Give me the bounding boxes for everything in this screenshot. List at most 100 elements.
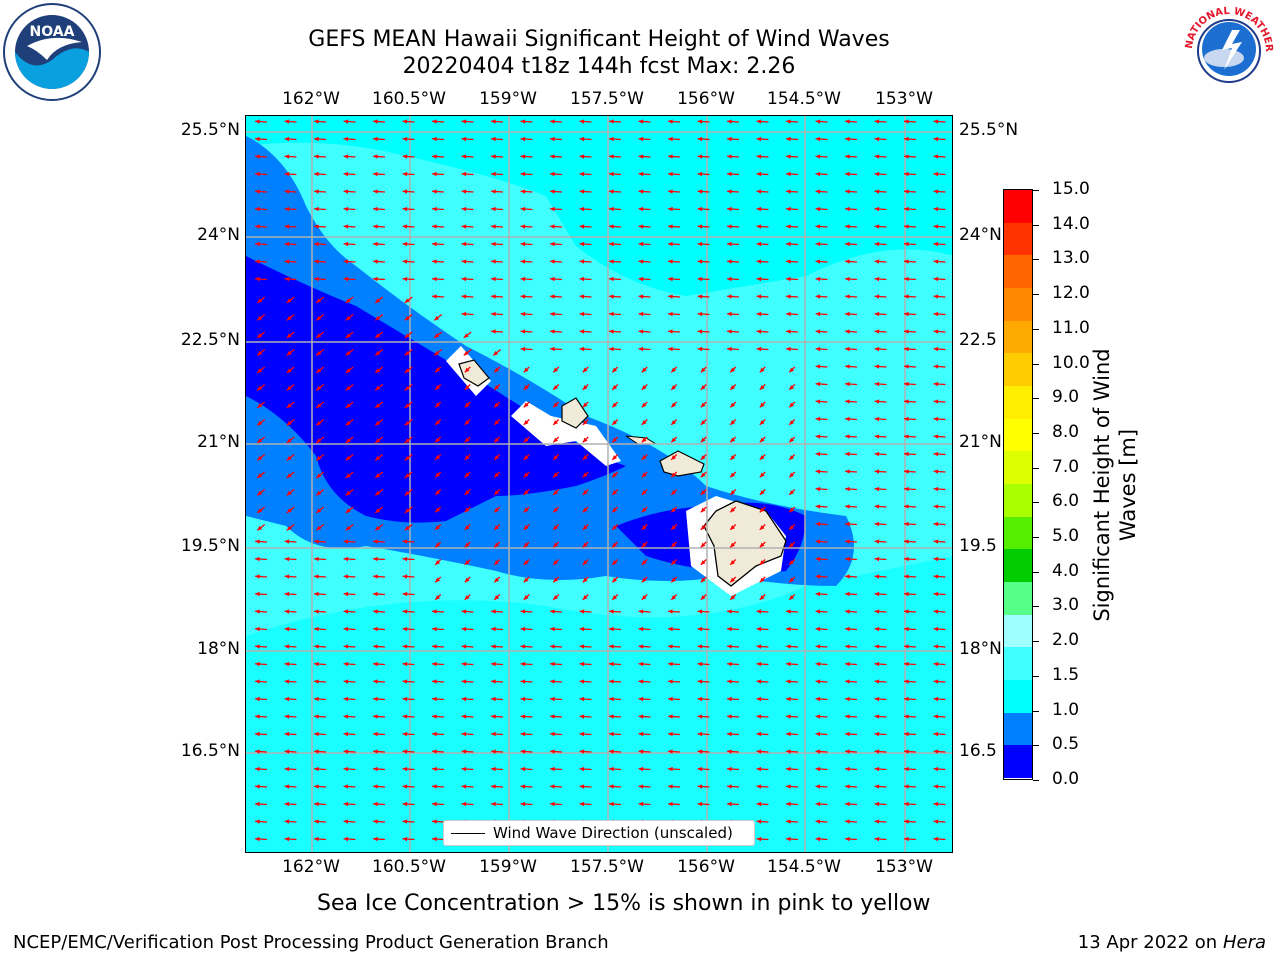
arrow-head	[461, 189, 467, 194]
arrow-head	[523, 402, 529, 408]
arrow-head	[874, 661, 880, 667]
arrow-head	[550, 241, 555, 247]
arrow-head	[491, 241, 496, 247]
arrow-head	[727, 346, 732, 352]
arrow-head	[582, 560, 588, 565]
colorbar-tick-label: 13.0	[1052, 248, 1090, 269]
colorbar-segment	[1004, 516, 1032, 550]
arrow-head	[638, 154, 644, 159]
arrow-head	[609, 696, 614, 702]
arrow-head	[550, 329, 555, 334]
arrow-head	[314, 224, 319, 229]
arrow-head	[464, 472, 470, 478]
arrow-head	[461, 766, 467, 772]
arrow-head	[520, 224, 526, 229]
arrow-head	[815, 836, 821, 842]
arrow-head	[435, 367, 441, 373]
arrow-head	[464, 577, 470, 583]
arrow-head	[815, 346, 821, 352]
arrow-head	[609, 766, 614, 772]
arrow-head	[373, 119, 378, 124]
arrow-head	[697, 119, 703, 124]
arrow-head	[638, 644, 644, 649]
arrow-head	[373, 189, 378, 194]
arrow-head	[550, 609, 555, 614]
arrow-head	[904, 591, 909, 597]
arrow-head	[461, 679, 467, 684]
arrow-head	[520, 346, 526, 352]
arrow-head	[461, 696, 467, 702]
arrow-head	[933, 766, 939, 772]
arrow-head	[933, 434, 939, 439]
lat-tick-right: 21°N	[959, 432, 1002, 452]
arrow-head	[316, 385, 322, 391]
arrow-head	[494, 577, 500, 583]
arrow-head	[255, 644, 260, 649]
arrow-head	[904, 206, 909, 212]
colorbar-segment	[1004, 451, 1032, 485]
arrow-head	[373, 241, 378, 247]
colorbar	[1003, 189, 1033, 780]
arrow-head	[756, 836, 762, 842]
arrow-head	[432, 731, 437, 737]
arrow-head	[845, 714, 850, 719]
arrow-head	[316, 315, 322, 321]
arrow-head	[343, 224, 349, 229]
arrow-head	[730, 525, 736, 530]
arrow-head	[314, 241, 319, 247]
arrow-head	[789, 367, 795, 373]
arrow-head	[553, 595, 559, 600]
arrow-head	[609, 626, 614, 632]
arrow-head	[373, 574, 378, 579]
arrow-head	[553, 490, 559, 495]
arrow-head	[520, 119, 526, 124]
arrow-head	[668, 784, 673, 789]
arrow-head	[345, 420, 351, 426]
arrow-head	[550, 731, 555, 737]
arrow-head	[464, 542, 470, 548]
arrow-head	[904, 276, 909, 282]
arrow-head	[257, 473, 263, 478]
arrow-head	[697, 679, 703, 684]
arrow-head	[933, 469, 939, 474]
nws-logo: NATIONAL WEATHER SERVICE	[1176, 0, 1278, 100]
arrow-head	[523, 385, 529, 390]
map-panel[interactable]: Wind Wave Direction (unscaled)	[245, 115, 953, 853]
lat-tick-right: 24°N	[959, 225, 1002, 245]
arrow-head	[582, 455, 588, 460]
lat-tick-left: 18°N	[197, 639, 240, 659]
arrow-head	[579, 644, 585, 649]
colorbar-tick-mark	[1033, 467, 1039, 469]
arrow-head	[904, 609, 909, 614]
arrow-head	[404, 473, 410, 478]
arrow-head	[874, 381, 880, 387]
lon-tick-top: 162°W	[282, 89, 340, 109]
arrow-head	[257, 455, 263, 461]
arrow-head	[373, 784, 378, 789]
arrow-head	[343, 136, 349, 142]
arrow-head	[874, 819, 880, 824]
arrow-head	[786, 696, 791, 702]
arrow-head	[582, 525, 588, 530]
arrow-head	[727, 311, 732, 317]
arrow-head	[373, 819, 378, 824]
arrow-head	[404, 350, 410, 356]
arrow-head	[491, 311, 496, 317]
arrow-head	[904, 749, 909, 754]
colorbar-segment	[1004, 288, 1032, 322]
arrow-head	[523, 420, 529, 425]
arrow-head	[550, 644, 555, 649]
arrow-head	[815, 136, 821, 142]
arrow-head	[641, 455, 647, 460]
arrow-head	[402, 731, 408, 737]
arrow-head	[579, 276, 585, 282]
arrow-head	[668, 294, 673, 299]
lon-tick-top: 154.5°W	[767, 89, 841, 109]
arrow-head	[815, 451, 821, 457]
arrow-head	[314, 276, 319, 282]
arrow-head	[523, 577, 529, 583]
arrow-head	[432, 679, 437, 684]
arrow-head	[316, 333, 322, 338]
colorbar-segment	[1004, 712, 1032, 746]
arrow-head	[697, 311, 703, 317]
